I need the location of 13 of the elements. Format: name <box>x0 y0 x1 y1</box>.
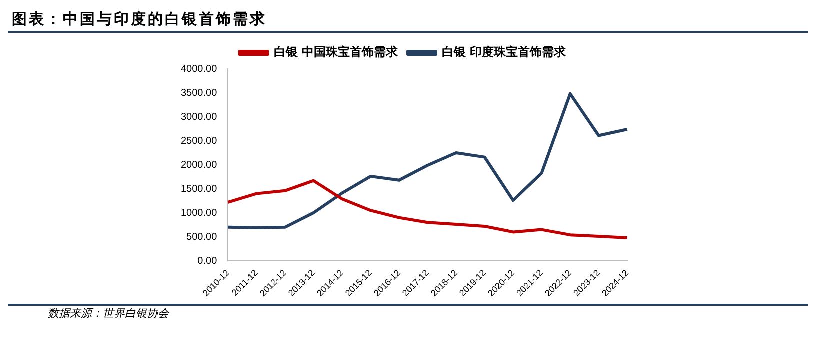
y-tick-label: 1000.00 <box>180 208 218 219</box>
y-tick-label: 1500.00 <box>180 184 218 195</box>
y-tick-label: 3000.00 <box>180 112 218 123</box>
y-tick-label: 500.00 <box>186 232 218 243</box>
legend-label: 白银 中国珠宝首饰需求 <box>274 45 399 60</box>
y-tick-label: 2000.00 <box>180 160 218 171</box>
chart-title: 图表：中国与印度的白银首饰需求 <box>8 8 808 33</box>
y-tick-label: 4000.00 <box>180 64 218 75</box>
legend-label: 白银 印度珠宝首饰需求 <box>442 45 568 60</box>
y-tick-label: 2500.00 <box>180 136 218 147</box>
source-note: 数据来源：世界白银协会 <box>48 307 169 320</box>
y-tick-label: 3500.00 <box>180 88 218 99</box>
y-tick-label: 0.00 <box>198 256 218 267</box>
